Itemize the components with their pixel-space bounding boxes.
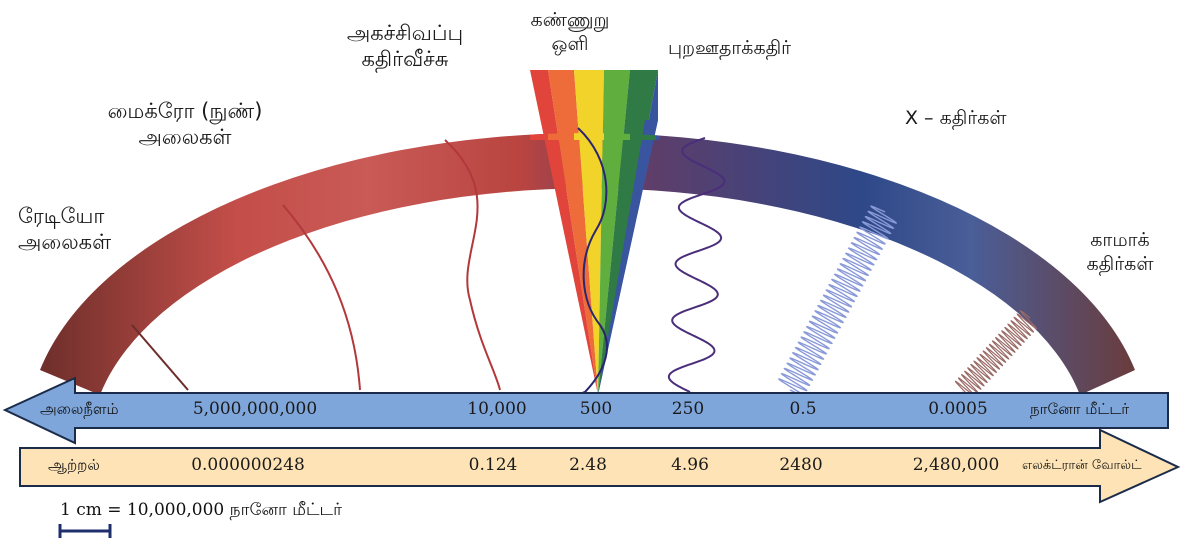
energy-value: 2,480,000 — [912, 455, 1000, 475]
wavelength-value: 5,000,000,000 — [192, 399, 318, 419]
infrared-wave — [444, 139, 501, 391]
energy-label: ஆற்றல் — [48, 456, 100, 474]
ultraviolet-label: புறஊதாக்கதிர் — [668, 37, 792, 59]
energy-unit: எலக்ட்ரான் வோல்ட் — [1022, 458, 1142, 473]
infrared-label: அகச்சிவப்பு கதிர்வீச்சு — [346, 21, 464, 71]
radio-label: ரேடியோ அலைகள் — [18, 204, 112, 254]
wavelength-value: 0.0005 — [928, 399, 988, 419]
radio-wave — [131, 324, 189, 391]
energy-value: 0.124 — [468, 455, 518, 475]
scale-value: 1 cm = 10,000,000 — [60, 500, 225, 520]
wavelength-unit: நானோ மீட்டர் — [1030, 400, 1130, 418]
scale-bar — [58, 524, 112, 538]
wavelength-value: 250 — [671, 399, 705, 419]
wavelength-label: அலைநீளம் — [40, 400, 119, 418]
xray-label: X – கதிர்கள் — [905, 107, 1007, 129]
energy-value: 4.96 — [671, 455, 709, 475]
energy-value: 2480 — [779, 455, 823, 475]
wavelength-value: 500 — [579, 399, 613, 419]
wavelength-arrow — [2, 376, 1169, 445]
scale-note: 1 cm = 10,000,000 நானோ மீட்டர் — [60, 500, 342, 522]
wavelength-value: 0.5 — [789, 399, 817, 419]
energy-value: 2.48 — [569, 455, 607, 475]
xray-wave — [777, 205, 898, 397]
microwave-wave — [282, 204, 361, 391]
wavelength-value: 10,000 — [467, 399, 527, 419]
visible-label: கண்ணுறு ஒளி — [530, 9, 610, 55]
gamma-label: காமாக் கதிர்கள் — [1086, 229, 1154, 275]
spectrum-arc — [40, 133, 1135, 395]
scale-unit: நானோ மீட்டர் — [229, 500, 342, 520]
ultraviolet-wave — [667, 137, 726, 393]
visible-light-cone — [530, 70, 658, 395]
energy-arrow — [19, 428, 1181, 504]
microwave-label: மைக்ரோ (நுண்) அலைகள் — [107, 99, 263, 149]
gamma-wave — [954, 309, 1038, 401]
energy-value: 0.000000248 — [191, 455, 305, 475]
